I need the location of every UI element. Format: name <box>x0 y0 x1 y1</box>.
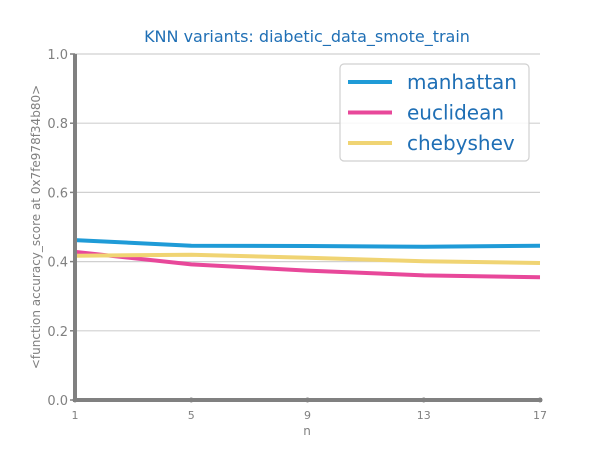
ticks-layer: 0.0 0.2 0.4 0.6 0.8 1.0 1 5 9 13 17 <box>47 48 547 422</box>
x-tick-label: 9 <box>304 409 311 422</box>
y-axis-label: <function accuracy_score at 0x7fe978f34b… <box>29 85 43 369</box>
y-tick-label: 0.2 <box>47 325 68 340</box>
legend-label-manhattan: manhattan <box>407 70 517 94</box>
x-tick-label: 17 <box>533 409 547 422</box>
x-tick-mark <box>537 397 543 403</box>
x-tick-label: 5 <box>188 409 195 422</box>
x-tick-mark <box>188 397 194 403</box>
x-tick-label: 13 <box>417 409 431 422</box>
x-tick-mark <box>305 397 310 403</box>
y-tick-label: 0.6 <box>47 186 68 201</box>
y-tick-label: 0.4 <box>47 256 68 271</box>
y-tick-label: 1.0 <box>47 48 68 63</box>
legend-label-chebyshev: chebyshev <box>407 131 515 155</box>
x-tick-label: 1 <box>72 409 79 422</box>
series-line-chebyshev <box>74 252 541 265</box>
y-tick-label: 0.8 <box>47 117 68 132</box>
x-tick-mark <box>421 397 427 403</box>
legend-box <box>339 63 530 162</box>
x-axis-label: n <box>303 424 311 438</box>
x-tick-mark <box>72 397 78 403</box>
legend-label-euclidean: euclidean <box>407 101 504 125</box>
legend: manhattan euclidean chebyshev <box>339 63 530 162</box>
y-tick-label: 0.0 <box>47 394 68 409</box>
chart-title: KNN variants: diabetic_data_smote_train <box>144 27 470 47</box>
series-layer <box>74 238 541 280</box>
series-line-manhattan <box>74 238 541 249</box>
series-line-euclidean <box>74 249 541 280</box>
